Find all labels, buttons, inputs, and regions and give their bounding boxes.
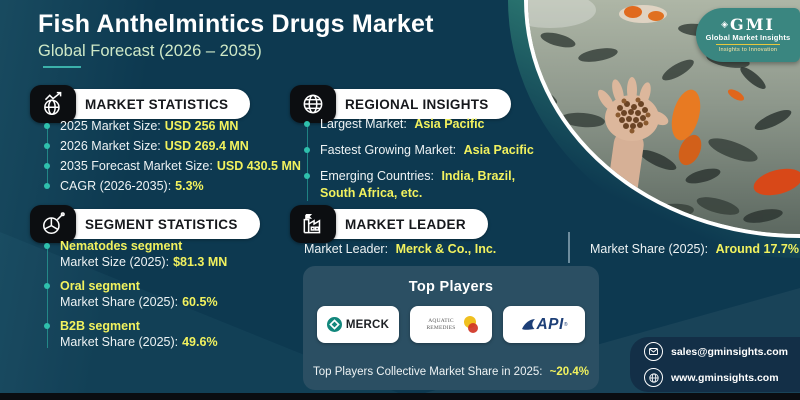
list-item: 2025 Market Size: USD 256 MN	[44, 116, 289, 136]
section-heading: MARKET STATISTICS	[67, 89, 251, 119]
subtitle-underline	[43, 66, 81, 68]
gmi-company-name: Global Market Insights	[705, 33, 791, 42]
list-item: CAGR (2026-2035): 5.3%	[44, 176, 289, 196]
stat-value: USD 256 MN	[164, 119, 239, 133]
api-swoosh-icon	[522, 319, 536, 330]
top-players-logos: MERCK AQUATIC REMEDIES API ®	[303, 306, 599, 343]
collective-share-line: Top Players Collective Market Share in 2…	[303, 366, 599, 378]
email-link[interactable]: sales@gminsights.com	[644, 342, 800, 361]
merck-icon	[326, 317, 342, 332]
list-item: Oral segment Market Share (2025): 60.5%	[44, 278, 289, 310]
gmi-acronym: GMI	[730, 15, 775, 34]
merck-logo-card: MERCK	[317, 306, 399, 343]
aquatic-remedies-icon	[461, 315, 479, 335]
stat-label: Top Players Collective Market Share in 2…	[312, 366, 543, 378]
section-heading: SEGMENT STATISTICS	[67, 209, 260, 239]
section-header-market-statistics: MARKET STATISTICS	[30, 85, 251, 123]
top-players-heading: Top Players	[408, 279, 494, 295]
website-link[interactable]: www.gminsights.com	[644, 368, 800, 387]
stat-label: Emerging Countries:	[320, 169, 434, 183]
segment-name: B2B segment	[60, 319, 140, 333]
stat-label: Market Share (2025):	[60, 295, 179, 309]
top-players-panel: Top Players MERCK AQUATIC REMEDIES	[303, 266, 599, 390]
section-header-market-leader: MARKET LEADER	[290, 205, 488, 243]
stat-label: 2025 Market Size:	[60, 119, 161, 133]
vertical-divider	[568, 232, 570, 263]
gmi-divider	[716, 44, 780, 45]
stat-value: $81.3 MN	[173, 255, 228, 269]
list-item: 2026 Market Size: USD 269.4 MN	[44, 136, 289, 156]
stat-label: Market Leader:	[304, 242, 389, 256]
stat-label: CAGR (2026-2035):	[60, 179, 172, 193]
stat-value: India, Brazil, South Africa, etc.	[320, 169, 516, 200]
market-statistics-list: 2025 Market Size: USD 256 MN 2026 Market…	[44, 116, 301, 196]
website-text: www.gminsights.com	[671, 371, 779, 384]
stat-value: USD 430.5 MN	[216, 159, 301, 173]
market-leader-line: Market Leader: Merck & Co., Inc.	[304, 242, 496, 256]
stat-label: 2026 Market Size:	[60, 139, 161, 153]
aquatic-remedies-logo-card: AQUATIC REMEDIES	[410, 306, 492, 343]
gmi-logo: ◈ GMI Global Market Insights Insights to…	[696, 8, 800, 62]
gmi-tagline: Insights to Innovation	[718, 47, 778, 53]
stat-label: Market Share (2025):	[60, 335, 179, 349]
page-subtitle: Global Forecast (2026 – 2035)	[38, 42, 262, 60]
stat-label: Market Share (2025):	[590, 242, 709, 256]
stat-value: Asia Pacific	[463, 143, 534, 157]
background-gradient	[0, 0, 220, 400]
stat-value: 49.6%	[182, 335, 218, 349]
section-heading: REGIONAL INSIGHTS	[327, 89, 511, 119]
registered-mark: ®	[563, 321, 568, 328]
email-text: sales@gminsights.com	[671, 345, 789, 358]
api-logo-card: API ®	[503, 306, 585, 343]
envelope-icon	[644, 342, 663, 361]
orange-koi-fish	[619, 5, 800, 196]
list-item: Nematodes segment Market Size (2025): $81…	[44, 238, 289, 270]
stat-value: 5.3%	[175, 179, 204, 193]
stat-label: Market Size (2025):	[60, 255, 170, 269]
globe-icon	[644, 368, 663, 387]
list-item: Fastest Growing Market: Asia Pacific	[304, 142, 542, 159]
globe-icon	[290, 85, 336, 123]
player-name: AQUATIC REMEDIES	[426, 318, 456, 331]
stat-label: Fastest Growing Market:	[320, 143, 457, 157]
factory-icon	[290, 205, 336, 243]
regional-insights-list: Largest Market: Asia Pacific Fastest Gro…	[304, 116, 542, 211]
stat-value: USD 269.4 MN	[164, 139, 249, 153]
pie-magnifier-icon	[30, 205, 76, 243]
list-item: B2B segment Market Share (2025): 49.6%	[44, 318, 289, 350]
player-name: API	[536, 315, 564, 333]
segment-name: Nematodes segment	[60, 239, 183, 253]
stat-label: Largest Market:	[320, 117, 407, 131]
gmi-diamond-icon: ◈	[721, 19, 729, 29]
player-name: MERCK	[345, 318, 390, 331]
list-item: 2035 Forecast Market Size: USD 430.5 MN	[44, 156, 301, 176]
globe-chart-icon	[30, 85, 76, 123]
contact-panel: sales@gminsights.com www.gminsights.com	[630, 337, 800, 392]
stat-value: Around 17.7%	[715, 242, 799, 256]
market-share-line: Market Share (2025): Around 17.7%	[590, 242, 799, 256]
stat-value: Merck & Co., Inc.	[395, 242, 497, 256]
section-heading: MARKET LEADER	[327, 209, 488, 239]
page-title: Fish Anthelmintics Drugs Market	[38, 10, 434, 38]
segment-name: Oral segment	[60, 279, 140, 293]
stat-label: 2035 Forecast Market Size:	[60, 159, 213, 173]
bottom-black-bar	[0, 393, 800, 400]
segment-statistics-list: Nematodes segment Market Size (2025): $81…	[44, 238, 289, 358]
stat-value: ~20.4%	[549, 366, 589, 378]
stat-value: 60.5%	[182, 295, 218, 309]
section-header-segment-statistics: SEGMENT STATISTICS	[30, 205, 260, 243]
stat-value: Asia Pacific	[414, 117, 485, 131]
list-item: Emerging Countries: India, Brazil, South…	[304, 168, 542, 202]
section-header-regional-insights: REGIONAL INSIGHTS	[290, 85, 511, 123]
list-item: Largest Market: Asia Pacific	[304, 116, 542, 133]
